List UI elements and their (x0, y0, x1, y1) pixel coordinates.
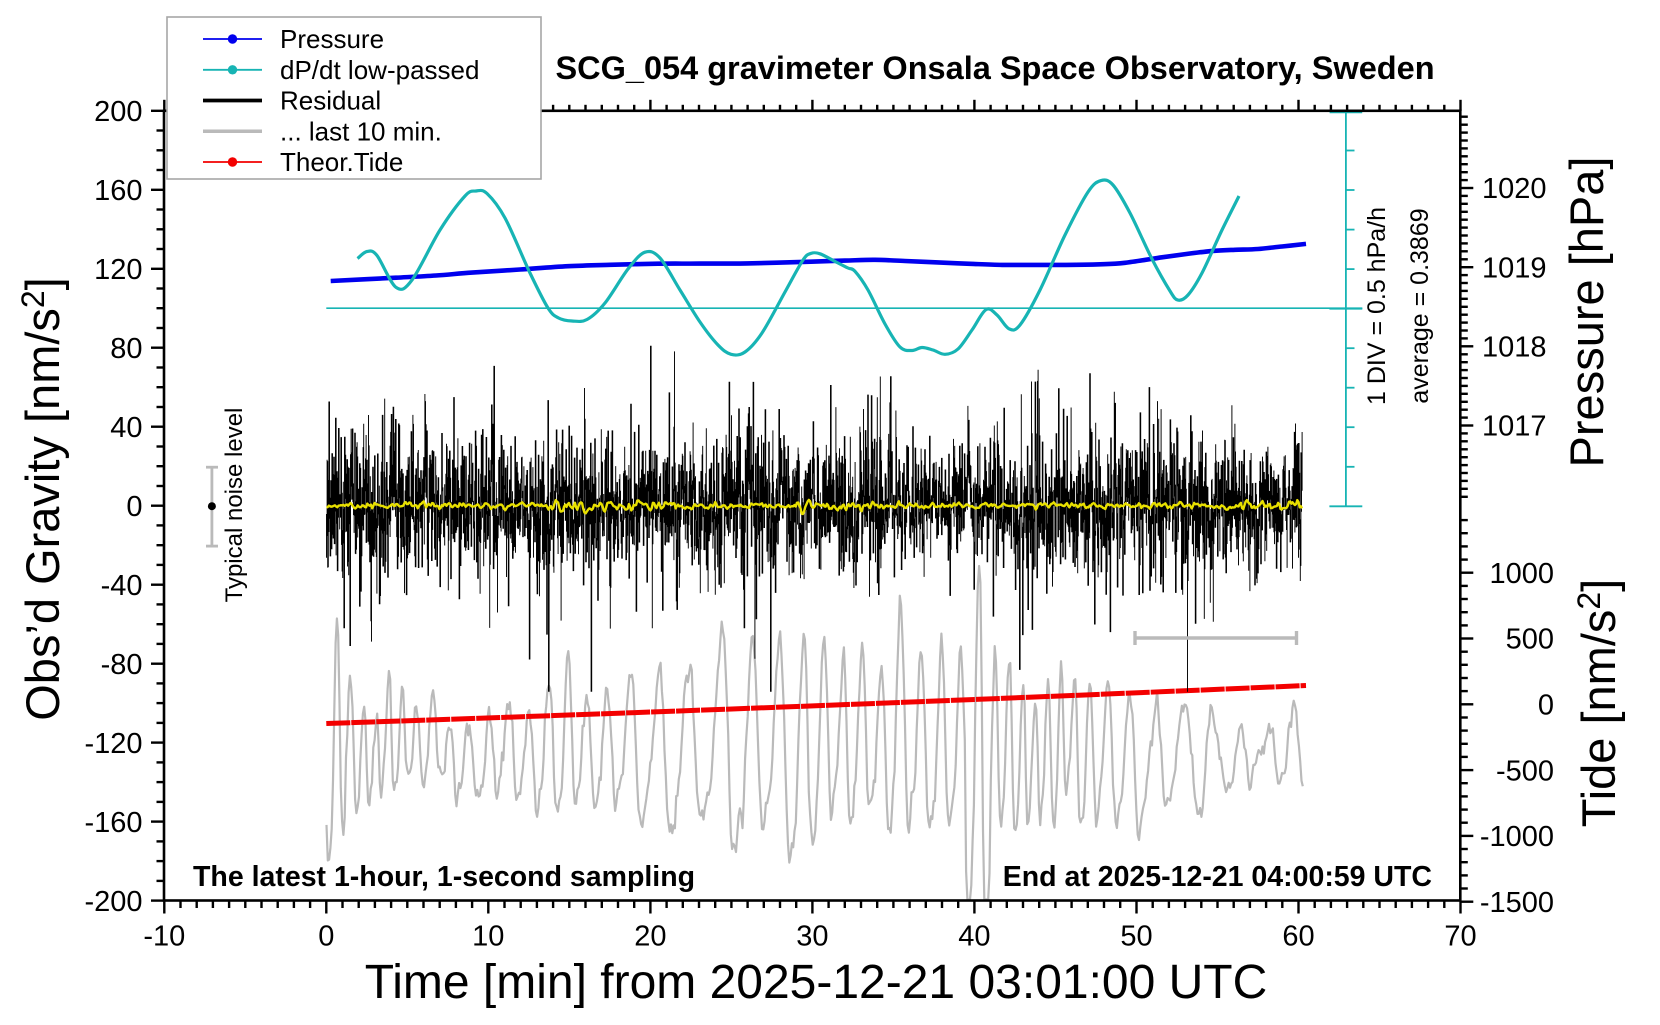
svg-text:Residual: Residual (280, 86, 381, 116)
svg-text:120: 120 (94, 254, 142, 286)
svg-text:dP/dt low-passed: dP/dt low-passed (280, 55, 479, 85)
svg-text:1020: 1020 (1482, 173, 1547, 205)
svg-text:50: 50 (1120, 921, 1152, 953)
svg-text:80: 80 (110, 333, 142, 365)
svg-text:... last 10 min.: ... last 10 min. (280, 116, 442, 146)
svg-text:End at 2025-12-21 04:00:59 UTC: End at 2025-12-21 04:00:59 UTC (1003, 861, 1432, 893)
svg-text:500: 500 (1506, 624, 1554, 656)
svg-text:Obs’d Gravity [nm/s2]: Obs’d Gravity [nm/s2] (15, 277, 69, 721)
svg-text:-1000: -1000 (1480, 821, 1554, 853)
svg-text:0: 0 (318, 921, 334, 953)
svg-text:The latest 1-hour, 1-second sa: The latest 1-hour, 1-second sampling (193, 861, 695, 893)
svg-text:10: 10 (472, 921, 504, 953)
svg-text:20: 20 (634, 921, 666, 953)
svg-text:Time [min] from 2025-12-21 03:: Time [min] from 2025-12-21 03:01:00 UTC (365, 956, 1268, 1009)
svg-text:-40: -40 (101, 570, 143, 602)
svg-text:average = 0.3869: average = 0.3869 (1406, 208, 1434, 403)
svg-text:200: 200 (94, 96, 142, 128)
svg-text:-1500: -1500 (1480, 887, 1554, 919)
svg-text:-500: -500 (1496, 755, 1554, 787)
svg-text:1019: 1019 (1482, 252, 1547, 284)
svg-text:160: 160 (94, 175, 142, 207)
svg-text:70: 70 (1444, 921, 1476, 953)
svg-text:1017: 1017 (1482, 411, 1547, 443)
svg-text:Typical noise level: Typical noise level (221, 408, 248, 603)
svg-text:-10: -10 (143, 921, 185, 953)
svg-text:Theor.Tide: Theor.Tide (280, 147, 403, 177)
svg-text:SCG_054 gravimeter Onsala Spac: SCG_054 gravimeter Onsala Space Observat… (555, 50, 1434, 86)
svg-text:-80: -80 (101, 649, 143, 681)
svg-text:Pressure [hPa]: Pressure [hPa] (1560, 157, 1613, 468)
svg-text:-200: -200 (84, 886, 142, 918)
svg-text:30: 30 (796, 921, 828, 953)
svg-text:40: 40 (958, 921, 990, 953)
svg-text:0: 0 (126, 491, 142, 523)
svg-text:1018: 1018 (1482, 332, 1547, 364)
svg-text:Pressure: Pressure (280, 24, 384, 54)
svg-text:40: 40 (110, 412, 142, 444)
svg-text:60: 60 (1282, 921, 1314, 953)
svg-text:0: 0 (1538, 690, 1554, 722)
svg-text:-160: -160 (84, 807, 142, 839)
svg-text:Tide [nm/s2]: Tide [nm/s2] (1571, 579, 1625, 828)
svg-text:-120: -120 (84, 728, 142, 760)
svg-text:1 DIV = 0.5 hPa/h: 1 DIV = 0.5 hPa/h (1363, 207, 1391, 405)
svg-text:1000: 1000 (1489, 558, 1554, 590)
